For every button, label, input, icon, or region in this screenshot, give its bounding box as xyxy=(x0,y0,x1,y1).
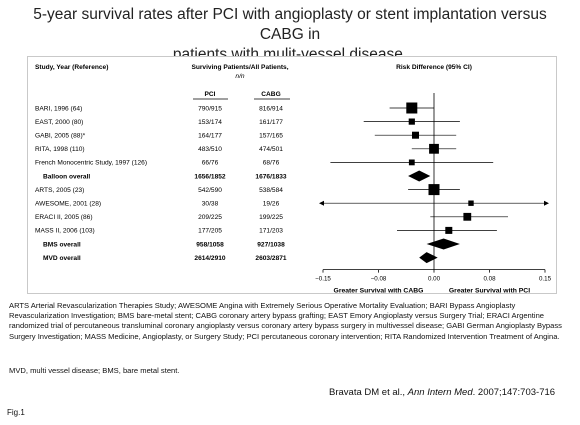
figure-label: Fig.1 xyxy=(7,408,25,417)
row-cabg-value: 927/1038 xyxy=(257,241,285,248)
ci-arrow-right xyxy=(544,200,549,206)
x-tick-label: 0.15 xyxy=(539,276,552,283)
point-estimate-square xyxy=(429,143,439,154)
row-pci-value: 2614/2910 xyxy=(194,255,226,262)
row-label: MVD overall xyxy=(43,255,81,262)
header-pci: PCI xyxy=(205,91,216,98)
header-risk-difference: Risk Difference (95% CI) xyxy=(396,64,472,71)
favors-cabg-label: Greater Survival with CABG xyxy=(334,288,424,293)
row-cabg-value: 171/203 xyxy=(259,228,283,235)
row-cabg-value: 816/914 xyxy=(259,105,283,112)
row-pci-value: 542/590 xyxy=(198,187,222,194)
favors-pci-label: Greater Survival with PCI xyxy=(449,288,530,293)
row-label: BMS overall xyxy=(43,241,81,248)
row-pci-value: 1656/1852 xyxy=(194,173,226,180)
row-cabg-value: 1676/1833 xyxy=(255,173,287,180)
row-cabg-value: 474/501 xyxy=(259,146,283,153)
point-estimate-square xyxy=(445,226,453,234)
header-study: Study, Year (Reference) xyxy=(35,64,108,71)
row-cabg-value: 538/584 xyxy=(259,187,283,194)
point-estimate-square xyxy=(412,131,419,139)
x-tick-label: 0.08 xyxy=(483,276,496,283)
pooled-estimate-diamond xyxy=(408,170,431,182)
header-cabg: CABG xyxy=(261,91,280,98)
row-label: Balloon overall xyxy=(43,173,90,180)
forest-plot-panel: Study, Year (Reference) Surviving Patient… xyxy=(27,56,557,294)
mvd-footnote: MVD, multi vessel disease; BMS, bare met… xyxy=(9,366,180,375)
pooled-estimate-diamond xyxy=(426,238,460,250)
row-label: AWESOME, 2001 (28) xyxy=(35,201,101,208)
row-pci-value: 483/510 xyxy=(198,146,222,153)
row-pci-value: 153/174 xyxy=(198,119,222,126)
citation: Bravata DM et al., Ann Intern Med. 2007;… xyxy=(329,387,555,398)
x-tick-label: 0.00 xyxy=(428,276,441,283)
row-cabg-value: 161/177 xyxy=(259,119,283,126)
row-pci-value: 790/915 xyxy=(198,105,222,112)
point-estimate-square xyxy=(406,102,418,114)
x-tick-label: −0.15 xyxy=(315,276,331,283)
row-cabg-value: 157/165 xyxy=(259,133,283,140)
row-label: EAST, 2000 (80) xyxy=(35,119,83,126)
row-pci-value: 30/38 xyxy=(202,201,219,208)
row-label: ARTS, 2005 (23) xyxy=(35,187,84,194)
point-estimate-square xyxy=(408,159,415,166)
row-cabg-value: 68/76 xyxy=(263,160,280,167)
header-surviving: Surviving Patients/All Patients, xyxy=(191,64,288,71)
row-pci-value: 177/205 xyxy=(198,228,222,235)
row-label: RITA, 1998 (110) xyxy=(35,146,85,153)
title-line-1: 5-year survival rates after PCI with ang… xyxy=(33,6,547,43)
citation-authors: Bravata DM et al., xyxy=(329,387,408,398)
citation-journal: Ann Intern Med xyxy=(407,387,473,398)
row-pci-value: 209/225 xyxy=(198,214,222,221)
row-cabg-value: 19/26 xyxy=(263,201,280,208)
point-estimate-square xyxy=(463,212,472,221)
row-label: GABI, 2005 (88)* xyxy=(35,133,86,140)
header-n: n/n xyxy=(235,73,244,80)
abbreviations-footnote: ARTS Arterial Revascularization Therapie… xyxy=(9,301,562,341)
row-label: French Monocentric Study, 1997 (126) xyxy=(35,160,147,167)
ci-arrow-left xyxy=(319,200,324,206)
x-tick-label: −0.08 xyxy=(371,276,387,283)
row-pci-value: 66/76 xyxy=(202,160,219,167)
citation-details: . 2007;147:703-716 xyxy=(472,387,556,398)
pooled-estimate-diamond xyxy=(419,252,438,264)
row-pci-value: 958/1058 xyxy=(196,241,224,248)
forest-plot: Study, Year (Reference) Surviving Patient… xyxy=(35,64,552,293)
point-estimate-square xyxy=(428,184,440,196)
point-estimate-square xyxy=(468,200,474,206)
row-cabg-value: 2603/2871 xyxy=(255,255,287,262)
row-label: MASS II, 2006 (103) xyxy=(35,228,95,235)
row-pci-value: 164/177 xyxy=(198,133,222,140)
row-label: BARI, 1996 (64) xyxy=(35,105,82,112)
row-cabg-value: 199/225 xyxy=(259,214,283,221)
point-estimate-square xyxy=(408,118,415,125)
row-label: ERACI II, 2005 (86) xyxy=(35,214,93,221)
